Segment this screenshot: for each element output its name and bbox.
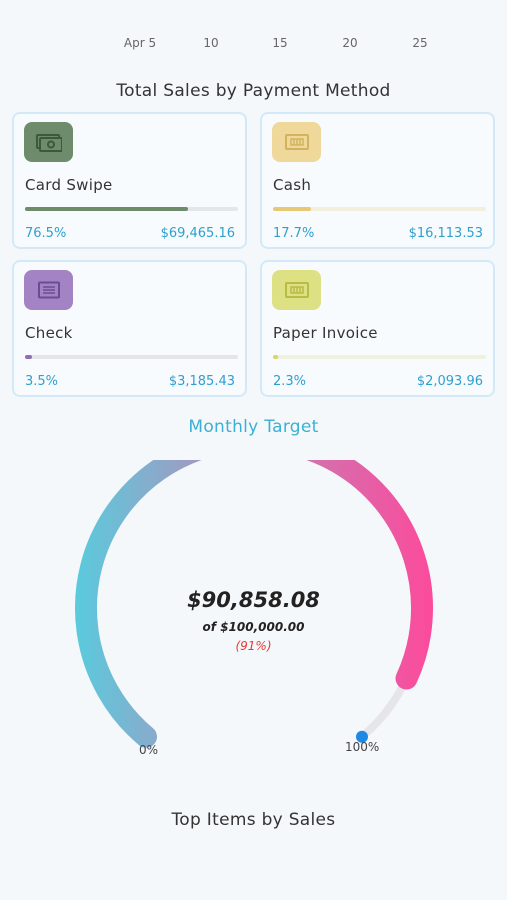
x-tick: 20 — [342, 36, 358, 50]
payment-card-check[interactable]: Check 3.5% $3,185.43 — [12, 260, 247, 397]
payment-percent: 17.7% — [273, 226, 315, 241]
payment-section-title: Total Sales by Payment Method — [116, 81, 391, 101]
payment-percent: 3.5% — [25, 374, 59, 389]
x-tick: Apr 5 — [123, 36, 157, 50]
banknote-icon — [272, 122, 321, 162]
gauge-max-label: 100% — [345, 740, 380, 754]
payment-card-paper-invoice[interactable]: Paper Invoice 2.3% $2,093.96 — [260, 260, 495, 397]
share-bar — [25, 355, 238, 359]
chart-x-axis: Apr 5 10 15 20 25 — [0, 36, 507, 52]
share-bar-fill — [25, 207, 188, 211]
share-bar — [273, 207, 486, 211]
gauge-end-dot — [356, 730, 368, 743]
gauge-fill — [75, 460, 433, 748]
invoice-icon — [272, 270, 321, 310]
payment-percent: 76.5% — [25, 226, 67, 241]
monthly-target-gauge: $90,858.08 of $100,000.00 (91%) 0% 100% — [0, 460, 507, 770]
share-bar — [25, 207, 238, 211]
cheque-icon — [24, 270, 73, 310]
payment-method-name: Card Swipe — [25, 176, 113, 194]
target-goal-value: of $100,000.00 — [202, 620, 305, 634]
x-tick: 10 — [203, 36, 219, 50]
payment-method-name: Check — [25, 324, 73, 342]
payment-amount: $69,465.16 — [160, 226, 235, 241]
share-bar-fill — [25, 355, 33, 359]
x-tick: 15 — [272, 36, 288, 50]
payment-amount: $3,185.43 — [168, 374, 235, 389]
gauge-min-label: 0% — [139, 743, 159, 757]
x-tick: 25 — [412, 36, 428, 50]
share-bar-fill — [273, 207, 311, 211]
top-items-title: Top Items by Sales — [171, 810, 336, 830]
share-bar-fill — [273, 355, 279, 359]
share-bar — [273, 355, 486, 359]
payment-amount: $2,093.96 — [416, 374, 483, 389]
payment-card-cash[interactable]: Cash 17.7% $16,113.53 — [260, 112, 495, 249]
payment-percent: 2.3% — [273, 374, 307, 389]
monthly-target-title: Monthly Target — [188, 417, 319, 437]
cash-bill-icon — [24, 122, 73, 162]
payment-amount: $16,113.53 — [408, 226, 483, 241]
payment-card-card-swipe[interactable]: Card Swipe 76.5% $69,465.16 — [12, 112, 247, 249]
payment-method-name: Cash — [273, 176, 312, 194]
target-percent: (91%) — [235, 639, 272, 653]
target-current-value: $90,858.08 — [187, 588, 320, 612]
payment-method-name: Paper Invoice — [273, 324, 378, 342]
